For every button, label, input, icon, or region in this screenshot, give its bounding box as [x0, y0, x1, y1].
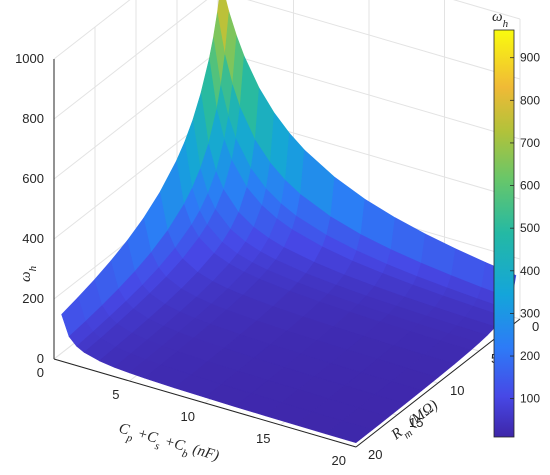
colorbar-gradient [493, 29, 515, 438]
z-tick-label: 0 [37, 351, 44, 366]
z-tick-label: 1000 [15, 51, 44, 66]
x-tick-label: 0 [37, 365, 44, 380]
gridline-z [53, 0, 521, 120]
y-tick-label: 0 [532, 319, 539, 334]
x-tick-label: 20 [332, 453, 346, 468]
z-tick-label: 400 [22, 231, 44, 246]
y-tick-label: 15 [409, 415, 423, 430]
axis-ticks: 051015200510152002004006008001000 [15, 51, 539, 468]
colorbar-tick-label: 500 [520, 221, 540, 235]
y-tick-label: 10 [450, 383, 464, 398]
y-tick-label: 20 [368, 447, 382, 462]
colorbar-tick-label: 300 [520, 306, 540, 320]
z-tick-label: 200 [22, 291, 44, 306]
colorbar-tick-label: 800 [520, 93, 540, 107]
colorbar-tick-label: 600 [520, 179, 540, 193]
colorbar: 100 200 300 400 500 600 700 800 900 ωh [492, 9, 540, 438]
colorbar-tick-label: 700 [520, 136, 540, 150]
z-tick-label: 800 [22, 111, 44, 126]
colorbar-tick-label: 200 [520, 349, 540, 363]
x-axis-line [53, 358, 357, 448]
colorbar-title: ωh [492, 9, 509, 30]
surface-mesh [61, 0, 517, 444]
colorbar-tick-label: 400 [520, 264, 540, 278]
x-tick-label: 5 [112, 387, 119, 402]
colorbar-tick-label: 900 [520, 51, 540, 65]
y-axis-line [355, 318, 521, 448]
z-tick-label: 600 [22, 171, 44, 186]
x-tick-label: 15 [256, 431, 270, 446]
x-tick-label: 10 [181, 409, 195, 424]
gridline-z [53, 0, 521, 60]
surface-patch [325, 420, 373, 444]
z-axis-label: ωh [18, 265, 39, 282]
colorbar-tick-label: 100 [520, 392, 540, 406]
x-axis-label: Cp +Cs +Cb (nF) [116, 420, 221, 469]
